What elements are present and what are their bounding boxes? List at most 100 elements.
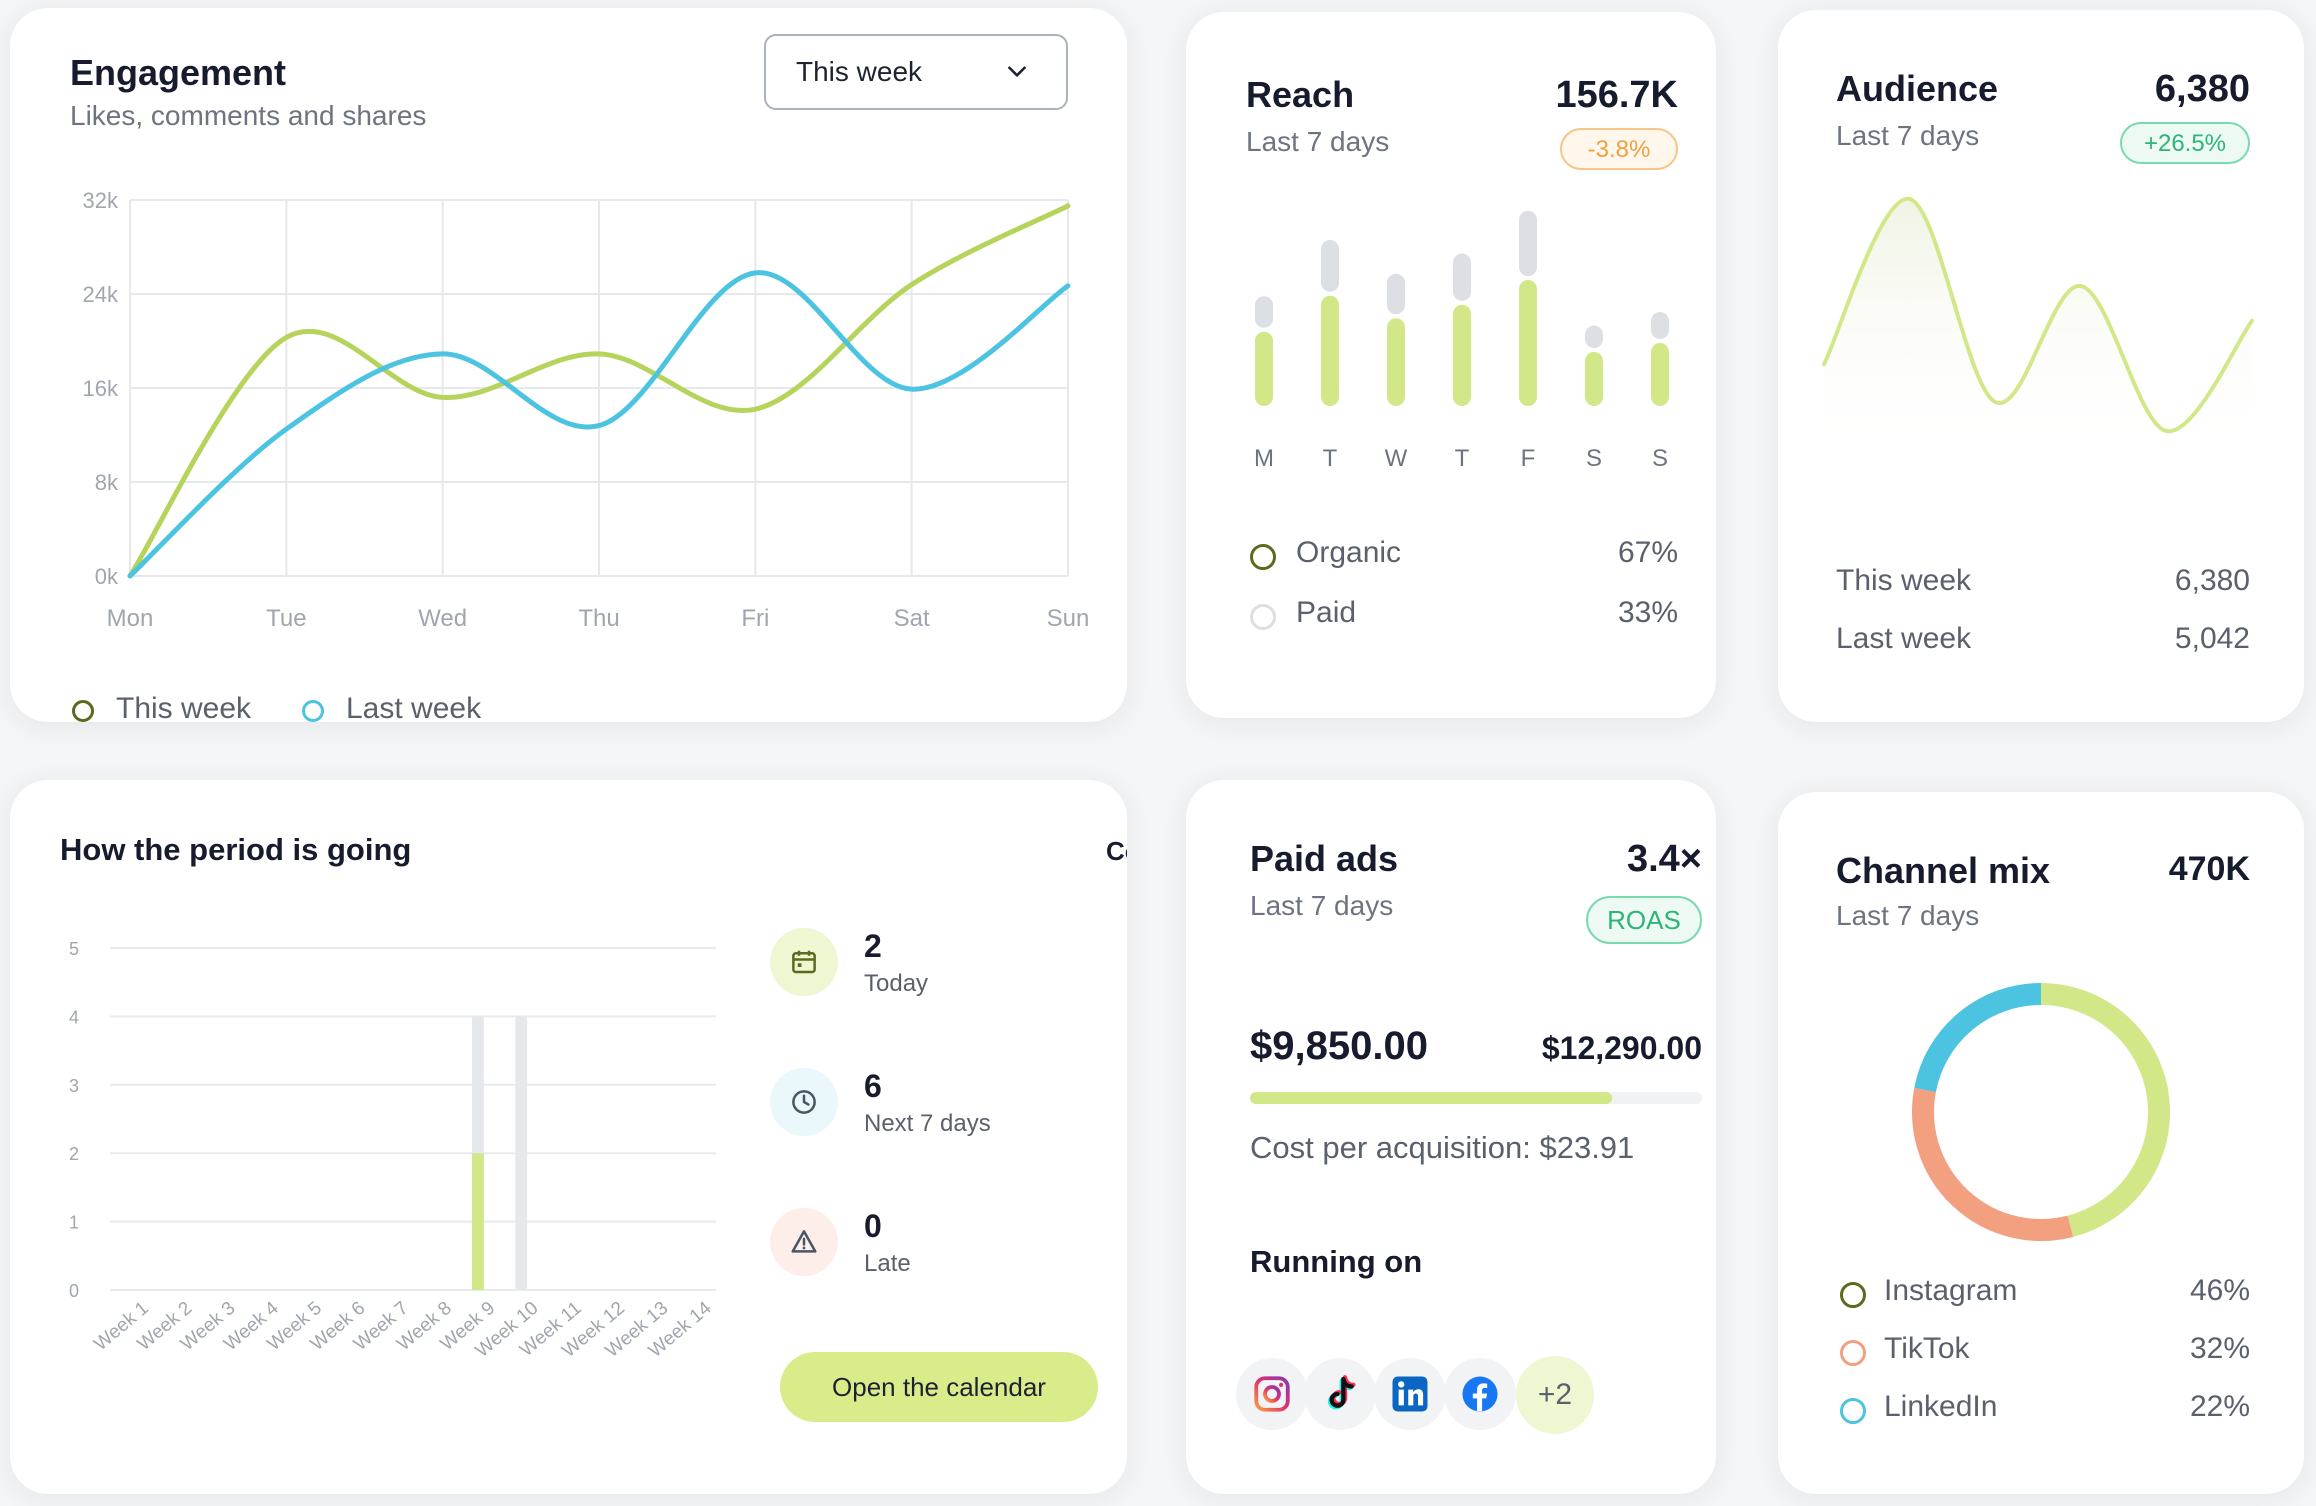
series-line: [127, 270, 1071, 579]
reach-value: 156.7K: [1555, 74, 1678, 116]
y-tick-label: 0k: [95, 564, 119, 589]
area-fill: [1824, 198, 2252, 460]
x-tick-label: F: [1521, 445, 1536, 472]
tiktok-label: TikTok: [1884, 1332, 1970, 1365]
paid-value: 33%: [1617, 596, 1678, 629]
tiktok-icon: [1327, 1375, 1356, 1410]
bar-organic: [1519, 280, 1537, 406]
organic-label: Organic: [1296, 536, 1402, 569]
area-line: [1822, 196, 2254, 434]
y-tick-label: 4: [69, 1007, 79, 1027]
spent-amount: $9,850.00: [1250, 1024, 1428, 1068]
channel-mix-value: 470K: [2168, 850, 2250, 888]
warning-icon: [791, 1230, 817, 1253]
bar-paid: [1387, 273, 1405, 315]
channel-mix-title: Channel mix: [1836, 850, 2051, 891]
audience-value: 6,380: [2154, 68, 2250, 110]
x-tick-label: S: [1652, 445, 1668, 472]
y-tick-label: 0: [69, 1281, 79, 1301]
instagram-label: Instagram: [1884, 1274, 2018, 1307]
linkedin-label: LinkedIn: [1884, 1390, 1998, 1423]
engagement-line-chart: 0k 8k 16k 24k 32k Mon Tue Wed Thu Fri Sat Sun: [83, 188, 1090, 632]
x-tick-label: Thu: [578, 605, 619, 632]
tiktok-badge[interactable]: [1304, 1358, 1376, 1430]
reach-title: Reach: [1246, 74, 1355, 115]
y-tick-label: 8k: [95, 470, 119, 495]
running-on-title: Running on: [1250, 1244, 1423, 1279]
y-tick-label: 3: [69, 1076, 79, 1096]
channel-mix-subtitle: Last 7 days: [1836, 900, 1980, 931]
tiktok-marker: [1840, 1340, 1866, 1366]
clock-icon: [792, 1090, 816, 1114]
bar-paid: [1651, 312, 1669, 339]
x-tick-label: Wed: [418, 605, 467, 632]
audience-title: Audience: [1836, 68, 1999, 109]
budget-progress-fill: [1250, 1092, 1612, 1104]
today-count: 2: [864, 928, 882, 964]
period-title: How the period is going: [60, 832, 412, 867]
audience-card: Audience Last 7 days 6,380 +26.5% This w…: [1778, 10, 2304, 722]
y-tick-label: 16k: [83, 376, 119, 401]
organic-value: 67%: [1617, 536, 1678, 569]
more-networks-badge[interactable]: +2: [1516, 1356, 1594, 1434]
x-tick-label: T: [1323, 445, 1338, 472]
audience-this-week-value: 6,380: [2174, 564, 2250, 597]
open-calendar-button[interactable]: Open the calendar: [780, 1352, 1098, 1422]
linkedin-value: 22%: [2189, 1390, 2250, 1423]
engagement-subtitle: Likes, comments and shares: [70, 100, 427, 131]
clipped-heading: Co: [1106, 836, 1127, 866]
audience-change-badge: +26.5%: [2120, 122, 2250, 164]
bar-organic: [1321, 295, 1339, 406]
bar-planned: [515, 1016, 528, 1290]
x-tick-label: M: [1254, 445, 1274, 472]
donut-slice-instagram: [2040, 983, 2170, 1237]
linkedin-marker: [1840, 1398, 1866, 1424]
roas-badge: ROAS: [1586, 896, 1702, 944]
bar-organic: [1453, 304, 1471, 406]
x-tick-label: Sun: [1047, 605, 1090, 632]
channel-mix-donut: [1912, 983, 2170, 1241]
legend-last-week-marker: [302, 700, 324, 722]
engagement-title: Engagement: [70, 52, 287, 93]
audience-area-chart: [1822, 196, 2254, 460]
audience-subtitle: Last 7 days: [1836, 120, 1980, 151]
legend-last-week-label: Last week: [346, 692, 482, 722]
budget-progress-track: [1250, 1092, 1702, 1104]
paid-ads-subtitle: Last 7 days: [1250, 890, 1394, 921]
instagram-badge[interactable]: [1236, 1358, 1308, 1430]
y-tick-label: 1: [69, 1213, 79, 1233]
bar-organic: [1387, 318, 1405, 406]
audience-last-week-value: 5,042: [2174, 622, 2250, 655]
organic-marker: [1250, 544, 1276, 570]
engagement-card: Engagement Likes, comments and shares Th…: [10, 8, 1127, 722]
linkedin-icon: [1392, 1376, 1428, 1412]
bar-paid: [1321, 240, 1339, 292]
x-tick-label: Sat: [894, 605, 930, 632]
series-line: [127, 203, 1071, 579]
today-icon-wrap: [770, 928, 838, 996]
facebook-icon: [1462, 1376, 1498, 1412]
x-tick-label: W: [1385, 445, 1408, 472]
instagram-value: 46%: [2189, 1274, 2250, 1307]
x-tick-label: Mon: [107, 605, 154, 632]
donut-slice-linkedin: [1914, 983, 2042, 1093]
chevron-down-icon: [1004, 58, 1030, 89]
reach-card: Reach Last 7 days 156.7K -3.8% M T W T F S S O…: [1186, 12, 1716, 718]
next7-label: Next 7 days: [864, 1110, 991, 1137]
roas-value: 3.4×: [1626, 838, 1702, 880]
calendar-icon: [792, 950, 816, 974]
bar-organic: [1255, 331, 1273, 406]
period-dropdown-value: This week: [796, 56, 923, 87]
facebook-badge[interactable]: [1444, 1358, 1516, 1430]
y-tick-label: 5: [69, 939, 79, 959]
linkedin-badge[interactable]: [1374, 1358, 1446, 1430]
budget-amount: $12,290.00: [1541, 1030, 1702, 1066]
x-tick-label: S: [1586, 445, 1602, 472]
next7-count: 6: [864, 1068, 882, 1104]
late-icon-wrap: [770, 1208, 838, 1276]
period-dropdown[interactable]: This week: [764, 34, 1068, 110]
bar-paid: [1585, 325, 1603, 348]
